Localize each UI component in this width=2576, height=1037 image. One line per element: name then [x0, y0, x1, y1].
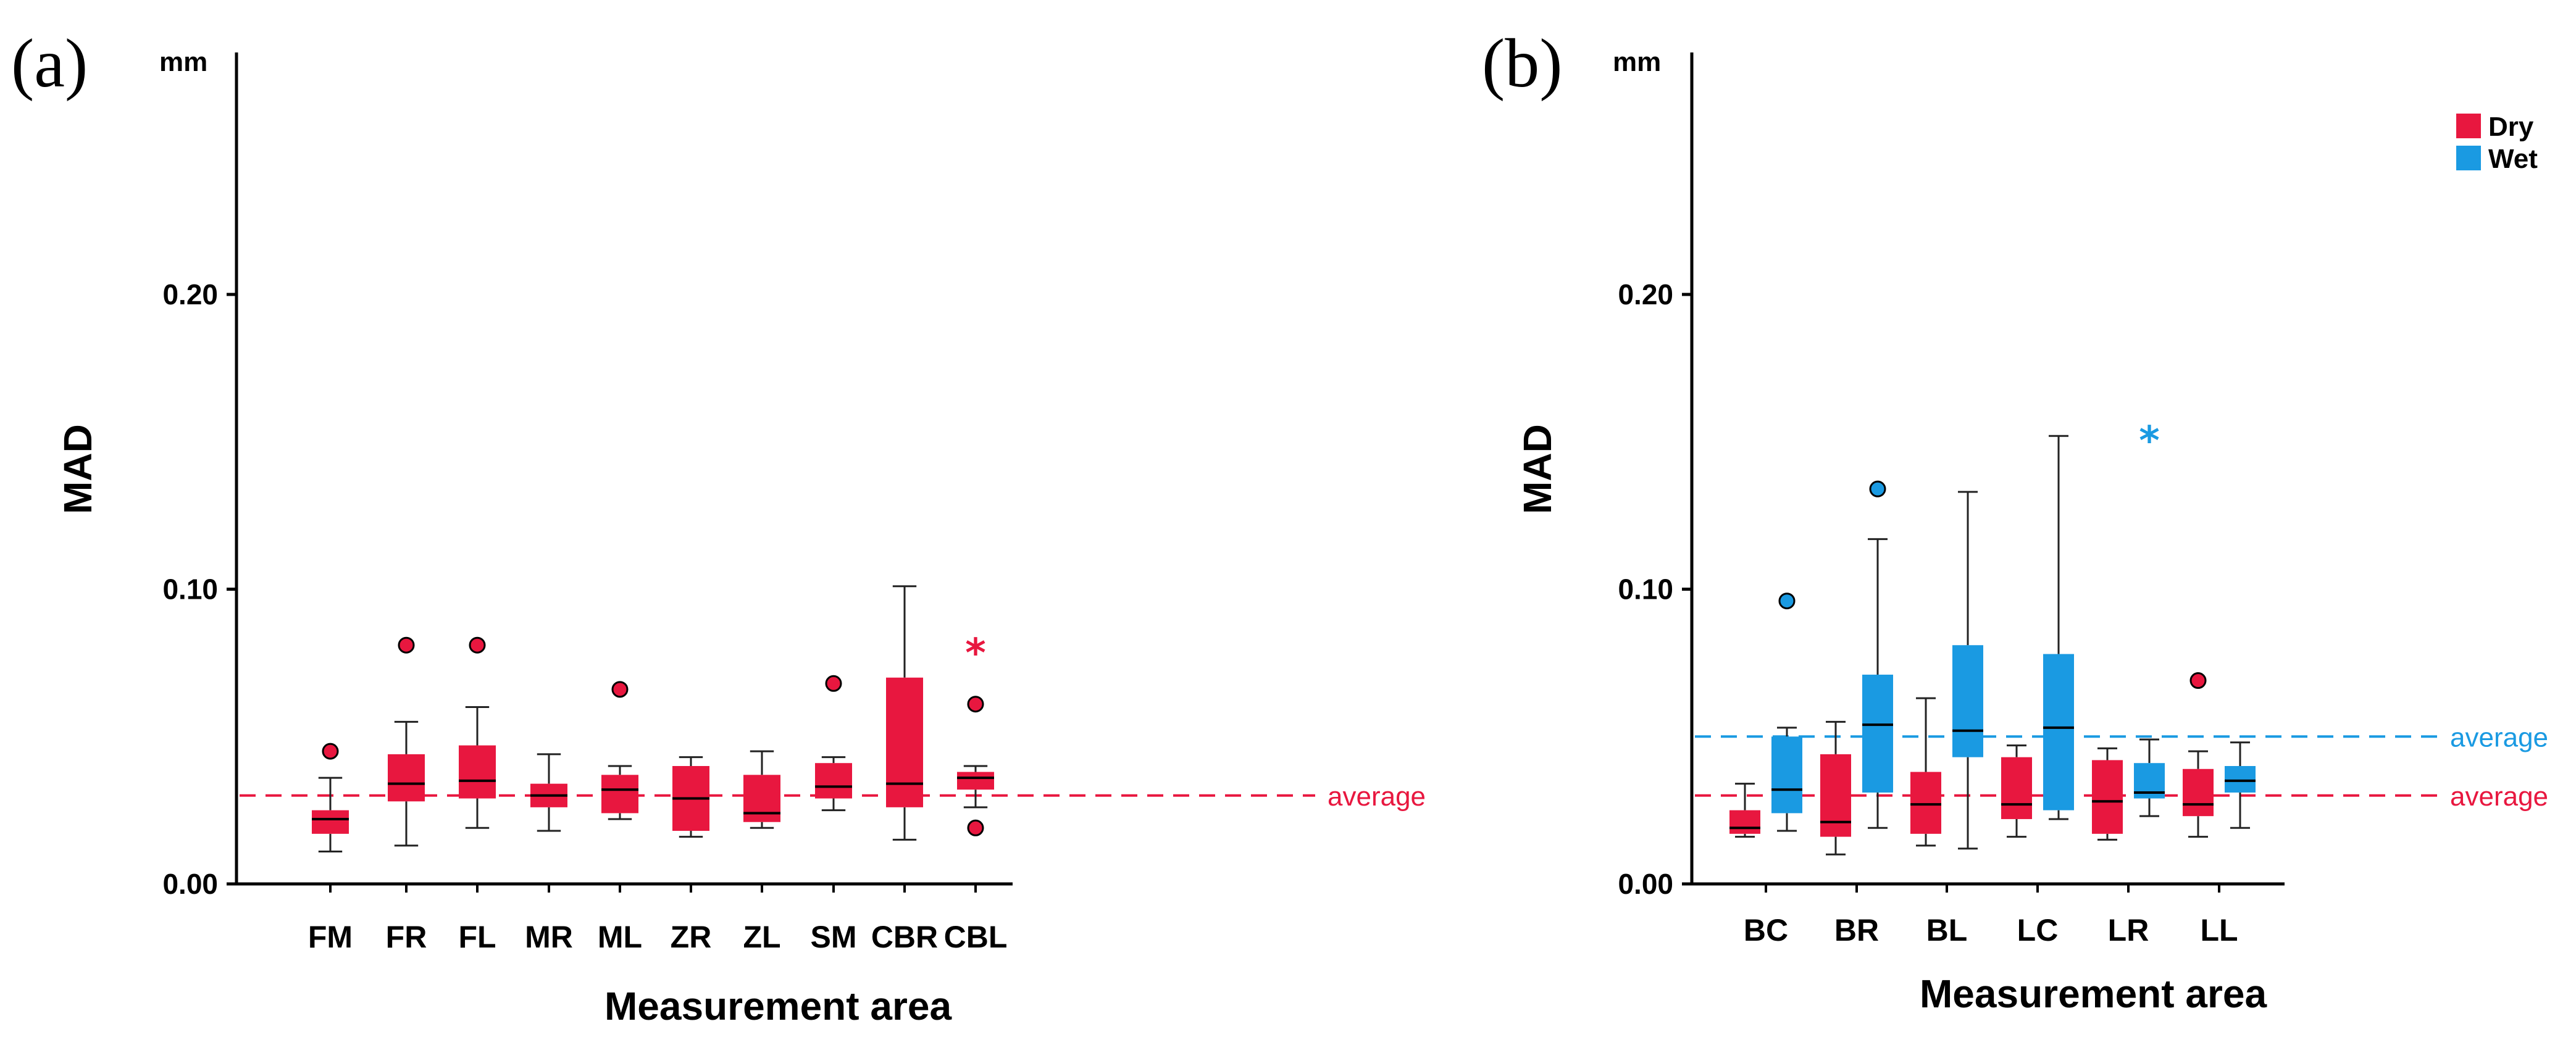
box-bl-wet: [1952, 645, 1983, 757]
box-lc-wet: [2043, 654, 2074, 810]
y-tick-label: 0.20: [162, 278, 218, 310]
x-tick-label: FM: [308, 920, 353, 954]
panel-b-plot-area: 0.00 0.10 0.20 BC BR BL LC LR LL average average *: [1618, 52, 2548, 947]
panel-a: (a) mm MAD Measurement area 0.00 0.10 0.20…: [11, 25, 1426, 1028]
box-lr-dry: [2092, 760, 2123, 834]
x-tick-label: BC: [1744, 913, 1788, 947]
y-tick-label: 0.10: [162, 573, 218, 606]
outlier-point-fl-dry: [469, 636, 486, 654]
extreme-point-lr-wet: *: [2139, 419, 2159, 464]
x-tick-label: ZL: [743, 920, 780, 954]
box-cbr-dry: [886, 677, 923, 807]
panel-a-x-axis-title: Measurement area: [604, 984, 951, 1028]
outlier-point-ml-dry: [611, 681, 629, 698]
outlier-point-br-wet: [1869, 480, 1886, 498]
box-bc-dry: [1729, 810, 1760, 834]
x-tick-label: LL: [2200, 913, 2238, 947]
box-bl-dry: [1910, 772, 1941, 834]
box-br-wet: [1862, 674, 1893, 793]
legend: Dry Wet: [2456, 112, 2538, 174]
x-tick-label: ML: [598, 920, 642, 954]
y-tick-label: 0.00: [162, 868, 218, 900]
outlier-point-cbl-dry: [967, 696, 984, 713]
reference-line-label: average: [2450, 781, 2548, 812]
x-tick-label: BR: [1834, 913, 1879, 947]
x-tick-label: SM: [811, 920, 857, 954]
box-lc-dry: [2001, 757, 2032, 819]
legend-label-wet: Wet: [2488, 144, 2538, 174]
outlier-point-bc-wet: [1778, 593, 1796, 610]
outlier-point-fr-dry: [398, 636, 415, 654]
box-fr-dry: [388, 754, 425, 802]
reference-line-label: average: [2450, 722, 2548, 752]
x-tick-label: FL: [458, 920, 496, 954]
y-tick-label: 0.20: [1618, 278, 1673, 310]
outlier-point-sm-dry: [825, 675, 842, 692]
y-tick-label: 0.00: [1618, 868, 1673, 900]
x-tick-label: CBL: [944, 920, 1008, 954]
x-tick-label: MR: [525, 920, 573, 954]
x-tick-label: ZR: [671, 920, 712, 954]
box-br-dry: [1820, 754, 1851, 837]
box-sm-dry: [815, 763, 852, 799]
y-tick-label: 0.10: [1618, 573, 1673, 606]
box-ll-dry: [2183, 768, 2214, 817]
panel-b-label: (b): [1482, 25, 1563, 102]
x-tick-label: LC: [2017, 913, 2059, 947]
panel-a-y-axis-title: MAD: [56, 424, 100, 514]
x-tick-label: LR: [2108, 913, 2149, 947]
legend-swatch-dry: [2456, 114, 2481, 138]
extreme-point-cbl-dry: *: [965, 631, 985, 677]
panel-b-unit-label: mm: [1613, 47, 1661, 77]
panel-b-x-axis-title: Measurement area: [1920, 972, 2267, 1016]
box-ll-wet: [2225, 766, 2256, 793]
panel-a-label: (a): [11, 25, 88, 102]
panel-b-y-axis-title: MAD: [1515, 424, 1560, 514]
box-fl-dry: [459, 745, 496, 799]
x-tick-label: CBR: [871, 920, 938, 954]
panel-a-unit-label: mm: [159, 47, 207, 77]
reference-line-label: average: [1328, 781, 1426, 812]
box-bc-wet: [1771, 736, 1802, 814]
panel-a-plot-area: 0.00 0.10 0.20 FM FR FL MR ML ZR ZL SM CBR CBL averag…: [162, 52, 1426, 954]
box-cbl-dry: [957, 772, 994, 790]
outlier-point-fm-dry: [322, 743, 339, 760]
box-zl-dry: [743, 775, 780, 822]
legend-label-dry: Dry: [2488, 112, 2534, 142]
box-ml-dry: [601, 775, 638, 814]
x-tick-label: FR: [386, 920, 427, 954]
outlier-point-ll-dry: [2189, 672, 2207, 689]
outlier-point-cbl-dry: [967, 819, 984, 836]
panel-b: (b) mm MAD Measurement area 0.00 0.10 0.20…: [1482, 25, 2548, 1016]
box-fm-dry: [312, 810, 349, 834]
legend-swatch-wet: [2456, 146, 2481, 170]
x-tick-label: BL: [1926, 913, 1968, 947]
